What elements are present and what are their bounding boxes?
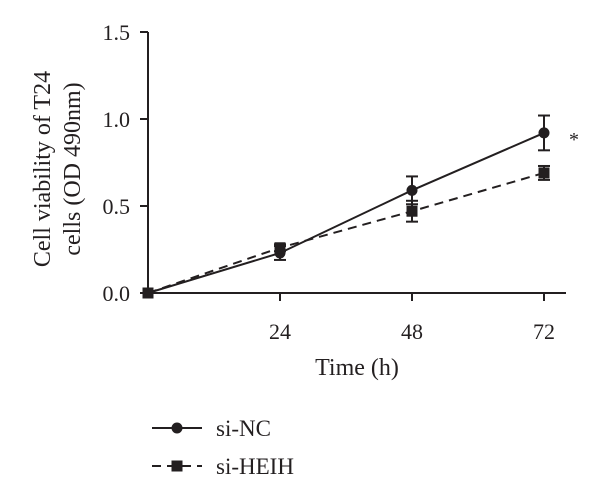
x-tick-label: 48	[401, 319, 423, 344]
y-tick-label: 0.5	[103, 194, 131, 219]
legend-label-si-heih: si-HEIH	[216, 454, 294, 479]
x-tick-label: 72	[533, 319, 555, 344]
data-point	[142, 287, 154, 299]
legend-label-si-nc: si-NC	[216, 416, 271, 441]
legend-marker-circle	[171, 422, 183, 434]
x-axis-ticks: 24 48 72	[269, 293, 555, 344]
y-axis-title-line-2: cells (OD 490nm)	[60, 82, 86, 255]
legend-item-si-heih: si-HEIH	[152, 454, 294, 479]
legend-marker-square	[171, 460, 183, 472]
x-tick-label: 24	[269, 319, 291, 344]
series-si-heih	[142, 164, 550, 299]
data-point	[538, 167, 550, 179]
y-axis-ticks: 0.0 0.5 1.0 1.5	[103, 20, 148, 306]
data-point	[406, 205, 418, 217]
axes	[147, 32, 566, 294]
significance-asterisk: *	[569, 129, 579, 151]
data-point	[406, 184, 418, 196]
y-tick-label: 1.5	[103, 20, 131, 45]
legend-item-si-nc: si-NC	[152, 416, 271, 441]
data-point	[274, 242, 286, 254]
series-line-si-nc	[147, 132, 545, 294]
x-axis-title: Time (h)	[315, 355, 399, 381]
series-line-si-heih	[147, 171, 545, 294]
y-tick-label: 1.0	[103, 107, 131, 132]
y-axis-title-line-1: Cell viability of T24	[30, 71, 56, 267]
y-tick-label: 0.0	[103, 281, 131, 306]
series-si-nc	[142, 114, 550, 299]
y-axis-title: Cell viability of T24 cells (OD 490nm)	[30, 71, 86, 267]
data-point	[538, 127, 550, 139]
series-layer	[142, 114, 550, 299]
legend: si-NC si-HEIH	[152, 416, 294, 479]
